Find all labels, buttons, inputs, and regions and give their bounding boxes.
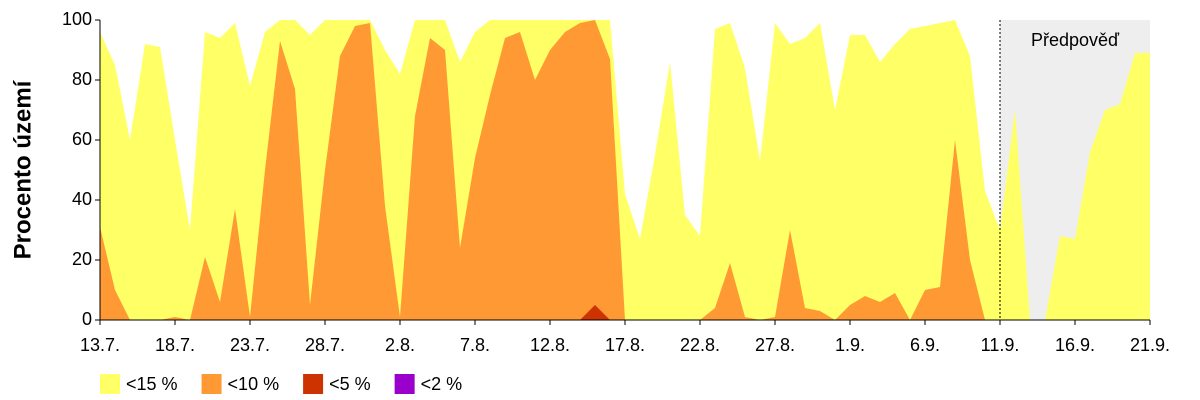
y-axis-label: Procento území <box>9 79 36 259</box>
forecast-label: Předpověď <box>1031 30 1120 50</box>
area <box>100 20 1150 320</box>
x-tick-label: 23.7. <box>230 335 270 355</box>
x-tick-label: 28.7. <box>305 335 345 355</box>
legend-swatch <box>394 374 415 394</box>
x-tick-label: 16.9. <box>1055 335 1095 355</box>
x-tick-label: 27.8. <box>755 335 795 355</box>
x-tick-label: 18.7. <box>155 335 195 355</box>
x-tick-label: 17.8. <box>605 335 645 355</box>
legend-label: <5 % <box>329 374 371 394</box>
legend-label: <2 % <box>421 374 463 394</box>
x-tick-label: 22.8. <box>680 335 720 355</box>
x-tick-label: 2.8. <box>385 335 415 355</box>
x-tick-label: 21.9. <box>1130 335 1170 355</box>
x-tick-label: 12.8. <box>530 335 570 355</box>
y-tick-label: 100 <box>62 9 92 29</box>
legend-swatch <box>303 374 324 394</box>
legend-swatch <box>100 374 120 394</box>
legend-swatch <box>201 374 222 394</box>
x-tick-label: 11.9. <box>981 335 1020 355</box>
y-tick-label: 20 <box>72 249 92 269</box>
legend-label: <10 % <box>228 374 280 394</box>
y-tick-label: 80 <box>72 69 92 89</box>
y-tick-label: 40 <box>72 189 92 209</box>
legend-label: <15 % <box>126 374 178 394</box>
x-tick-label: 7.8. <box>460 335 490 355</box>
x-tick-label: 6.9. <box>910 335 940 355</box>
x-tick-label: 1.9. <box>835 335 865 355</box>
x-tick-label: 13.7. <box>80 335 120 355</box>
y-tick-label: 60 <box>72 129 92 149</box>
y-tick-label: 0 <box>82 309 92 329</box>
